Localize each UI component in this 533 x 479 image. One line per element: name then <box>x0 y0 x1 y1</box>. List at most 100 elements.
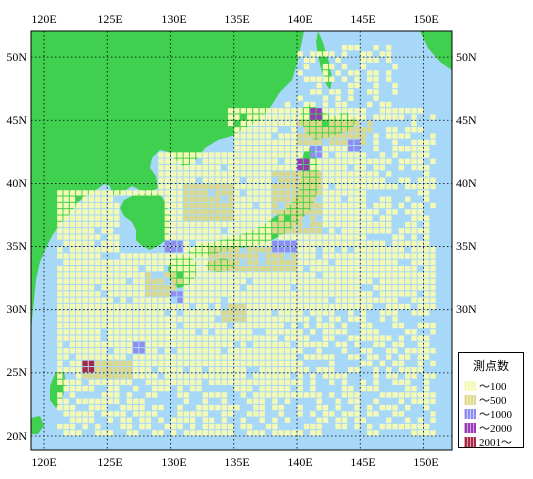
observation-cell <box>297 171 303 177</box>
observation-cell <box>303 240 310 247</box>
observation-cell <box>227 310 234 316</box>
observation-cell <box>259 265 265 272</box>
observation-cell <box>69 265 76 272</box>
observation-cell <box>253 259 259 265</box>
observation-cell <box>76 417 82 423</box>
observation-cell <box>411 398 417 404</box>
observation-cell <box>411 297 417 303</box>
observation-cell <box>272 341 278 348</box>
observation-cell <box>303 120 310 127</box>
observation-cell <box>430 284 436 291</box>
observation-cell <box>202 404 208 411</box>
observation-cell <box>354 411 360 417</box>
observation-cell <box>227 259 234 265</box>
observation-cell <box>417 392 423 398</box>
observation-cell <box>158 291 164 297</box>
observation-cell <box>348 133 354 139</box>
observation-cell <box>202 272 208 278</box>
observation-cell <box>348 354 354 360</box>
observation-cell <box>107 385 114 392</box>
observation-cell <box>189 183 196 190</box>
observation-cell <box>196 310 202 316</box>
observation-cell <box>145 265 152 272</box>
observation-cell <box>272 316 278 322</box>
observation-cell <box>272 247 278 253</box>
observation-cell <box>240 146 246 152</box>
observation-cell <box>82 316 88 322</box>
observation-cell <box>152 284 158 291</box>
observation-cell <box>82 247 88 253</box>
observation-cell <box>348 152 354 158</box>
observation-cell <box>367 76 373 82</box>
observation-cell <box>208 423 215 430</box>
observation-cell <box>133 411 139 417</box>
observation-cell <box>284 114 291 120</box>
observation-cell <box>329 360 335 367</box>
observation-cell <box>278 385 284 392</box>
observation-cell <box>322 272 329 278</box>
observation-cell <box>57 423 63 430</box>
observation-cell <box>360 183 367 190</box>
observation-cell <box>424 379 430 385</box>
observation-cell <box>341 322 348 329</box>
observation-cell <box>259 385 265 392</box>
observation-cell <box>392 152 398 158</box>
observation-cell <box>310 108 316 114</box>
observation-cell <box>278 152 284 158</box>
observation-cell <box>278 303 284 310</box>
observation-cell <box>335 316 341 322</box>
observation-cell <box>221 367 227 373</box>
observation-cell <box>246 265 253 272</box>
observation-cell <box>101 259 107 265</box>
legend-label-2001: 2001～ <box>479 437 512 449</box>
observation-cell <box>386 114 392 120</box>
observation-cell <box>88 291 95 297</box>
observation-cell <box>227 367 234 373</box>
observation-cell <box>348 158 354 164</box>
observation-cell <box>411 240 417 247</box>
observation-cell <box>189 177 196 183</box>
observation-cell <box>354 404 360 411</box>
observation-cell <box>152 278 158 284</box>
observation-cell <box>329 114 335 120</box>
observation-cell <box>303 259 310 265</box>
observation-cell <box>196 367 202 373</box>
observation-cell <box>63 411 69 417</box>
observation-cell <box>272 367 278 373</box>
observation-cell <box>303 57 310 63</box>
observation-cell <box>158 385 164 392</box>
observation-cell <box>272 385 278 392</box>
observation-cell <box>310 209 316 215</box>
observation-cell <box>373 385 379 392</box>
observation-cell <box>177 278 183 284</box>
observation-cell <box>430 202 436 209</box>
observation-cell <box>310 259 316 265</box>
observation-cell <box>424 152 430 158</box>
observation-cell <box>417 209 423 215</box>
observation-cell <box>57 303 63 310</box>
observation-cell <box>88 404 95 411</box>
observation-cell <box>126 373 133 379</box>
lon-label-130e-bottom: 130E <box>161 455 186 469</box>
observation-cell <box>183 272 189 278</box>
observation-cell <box>303 253 310 259</box>
observation-cell <box>360 228 367 234</box>
observation-cell <box>95 367 101 373</box>
observation-cell <box>76 247 82 253</box>
observation-cell <box>430 297 436 303</box>
observation-cell <box>310 221 316 228</box>
observation-cell <box>322 329 329 335</box>
observation-cell <box>196 202 202 209</box>
observation-cell <box>259 379 265 385</box>
observation-cell <box>95 303 101 310</box>
observation-cell <box>63 297 69 303</box>
observation-cell <box>57 209 63 215</box>
observation-cell <box>265 164 272 171</box>
observation-cell <box>424 272 430 278</box>
observation-cell <box>405 265 411 272</box>
observation-cell <box>183 291 189 297</box>
observation-cell <box>310 272 316 278</box>
observation-cell <box>63 278 69 284</box>
observation-cell <box>386 133 392 139</box>
observation-cell <box>88 322 95 329</box>
